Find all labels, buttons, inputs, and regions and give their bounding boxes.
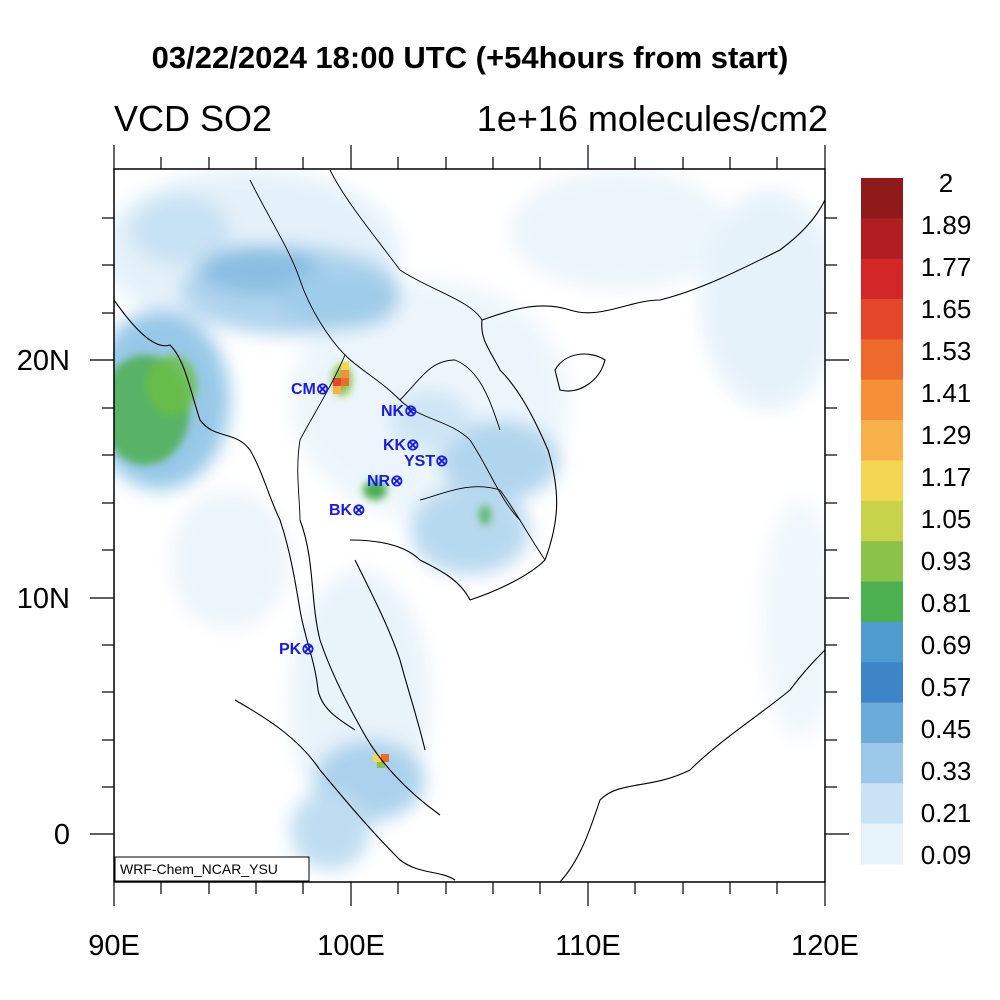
- lon-tick-label: 110E: [555, 930, 621, 962]
- lon-tick-label: 100E: [317, 930, 385, 962]
- colorbar-segment: [861, 500, 903, 542]
- colorbar-segment: [861, 581, 903, 623]
- colorbar-segment: [861, 339, 903, 381]
- colorbar-segment: [861, 783, 903, 825]
- colorbar: 2 1.89 1.77 1.65 1.53 1.41 1.29 1.17 1.05 0.93 0.8…: [861, 168, 971, 870]
- colorbar-label: 1.29: [921, 420, 972, 450]
- colorbar-label: 1.65: [921, 294, 972, 324]
- station-label-yst: YST⊗: [404, 453, 449, 470]
- colorbar-label: 1.77: [921, 252, 972, 282]
- colorbar-label: 0.33: [921, 756, 972, 786]
- colorbar-segment: [861, 299, 903, 340]
- station-label-nk: NK⊗: [381, 403, 418, 420]
- station-label-nr: NR⊗: [367, 473, 404, 490]
- axis-labels: 90E 100E 110E 120E 20N 10N 0: [17, 345, 859, 962]
- colorbar-label: 0.09: [921, 840, 972, 870]
- station-label-pk: PK⊗: [279, 641, 315, 658]
- coastlines: [114, 169, 825, 882]
- lon-tick-label: 90E: [88, 930, 140, 962]
- colorbar-label: 1.05: [921, 504, 972, 534]
- colorbar-label: 1.53: [921, 336, 972, 366]
- colorbar-segment: [861, 420, 903, 461]
- colorbar-label: 0.21: [921, 798, 972, 828]
- lat-tick-label: 0: [54, 819, 70, 851]
- colorbar-segment: [861, 742, 903, 784]
- map-title: 03/22/2024 18:00 UTC (+54hours from star…: [151, 40, 789, 75]
- station-label-cm: CM⊗: [291, 381, 329, 398]
- colorbar-label: 0.57: [921, 672, 972, 702]
- colorbar-label: 1.89: [921, 210, 972, 240]
- lon-tick-label: 120E: [791, 930, 859, 962]
- units-label: 1e+16 molecules/cm2: [476, 98, 828, 139]
- lat-tick-label: 20N: [17, 345, 70, 377]
- colorbar-label: 0.45: [921, 714, 972, 744]
- colorbar-segment: [861, 621, 903, 663]
- station-label-kk: KK⊗: [383, 437, 420, 454]
- colorbar-label: 2: [939, 168, 953, 198]
- map-frame: [113, 168, 826, 883]
- colorbar-segment: [861, 702, 903, 744]
- colorbar-segment: [861, 823, 903, 865]
- so2-field: [114, 170, 825, 870]
- colorbar-segment: [861, 258, 903, 300]
- station-markers: CM⊗ NK⊗ KK⊗ YST⊗ NR⊗ BK⊗ PK⊗: [279, 381, 449, 658]
- model-label-box: [114, 856, 310, 882]
- colorbar-label: 0.81: [921, 588, 972, 618]
- station-label-bk: BK⊗: [329, 502, 366, 519]
- lat-tick-label: 10N: [17, 583, 70, 615]
- colorbar-label: 0.69: [921, 630, 972, 660]
- colorbar-segment: [861, 218, 903, 260]
- colorbar-segment: [861, 541, 903, 583]
- colorbar-label: 1.17: [921, 462, 972, 492]
- colorbar-segment: [861, 178, 903, 219]
- colorbar-segment: [861, 460, 903, 502]
- variable-label: VCD SO2: [114, 98, 273, 139]
- colorbar-segment: [861, 379, 903, 421]
- colorbar-label: 1.41: [921, 378, 972, 408]
- colorbar-label: 0.93: [921, 546, 972, 576]
- model-label: WRF-Chem_NCAR_YSU: [120, 861, 278, 877]
- tick-marks: [90, 145, 849, 906]
- colorbar-segment: [861, 662, 903, 704]
